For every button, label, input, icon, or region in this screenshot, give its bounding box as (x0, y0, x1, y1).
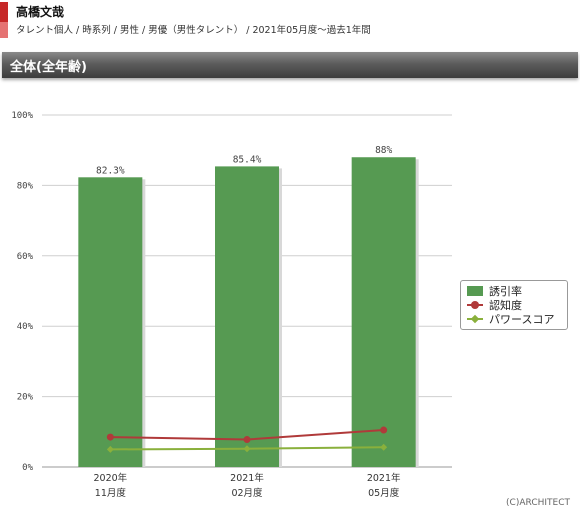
legend-swatch-line (467, 314, 483, 324)
awareness-point (380, 426, 388, 434)
bar (78, 177, 143, 467)
awareness-point (243, 436, 251, 444)
x-tick-label: 05月度 (368, 487, 400, 499)
chart-legend: 誘引率 認知度 パワースコア (460, 280, 568, 330)
power-score-point (380, 443, 388, 451)
title-bar: 高橋文哉 タレント個人 / 時系列 / 男性 / 男優（男性タレント） / 20… (0, 0, 580, 45)
legend-item-attraction: 誘引率 (467, 284, 522, 298)
bar (351, 157, 416, 468)
section-title: 全体(全年齢) (10, 60, 87, 75)
y-tick-label: 100% (11, 111, 33, 121)
legend-label: 誘引率 (489, 285, 522, 298)
legend-item-awareness: 認知度 (467, 298, 522, 312)
x-tick-label: 2020年 (93, 472, 127, 484)
bar-data-label: 85.4% (233, 154, 262, 165)
bar-data-label: 82.3% (96, 165, 125, 176)
awareness-point (106, 433, 114, 441)
power-score-point (106, 445, 114, 453)
x-tick-label: 02月度 (231, 487, 263, 499)
talent-name: 高橋文哉 (16, 5, 65, 19)
y-tick-label: 60% (17, 252, 34, 262)
y-tick-label: 20% (17, 393, 34, 403)
legend-label: 認知度 (489, 299, 522, 312)
x-tick-label: 2021年 (367, 472, 401, 484)
x-tick-label: 11月度 (95, 487, 127, 499)
legend-label: パワースコア (489, 313, 555, 326)
y-tick-label: 40% (17, 322, 34, 332)
y-tick-label: 80% (17, 181, 34, 191)
breadcrumb: タレント個人 / 時系列 / 男性 / 男優（男性タレント） / 2021年05… (16, 25, 371, 36)
section-header: 全体(全年齢) (2, 52, 578, 78)
accent-marker (0, 2, 8, 38)
bar (215, 166, 279, 467)
copyright: (C)ARCHITECT (506, 498, 570, 508)
bar-data-label: 88% (375, 145, 392, 156)
legend-swatch-line (467, 300, 483, 310)
legend-item-power-score: パワースコア (467, 312, 554, 326)
legend-swatch-bar (467, 286, 483, 296)
x-tick-label: 2021年 (230, 472, 264, 484)
y-tick-label: 0% (22, 463, 33, 473)
power-score-point (243, 445, 251, 453)
